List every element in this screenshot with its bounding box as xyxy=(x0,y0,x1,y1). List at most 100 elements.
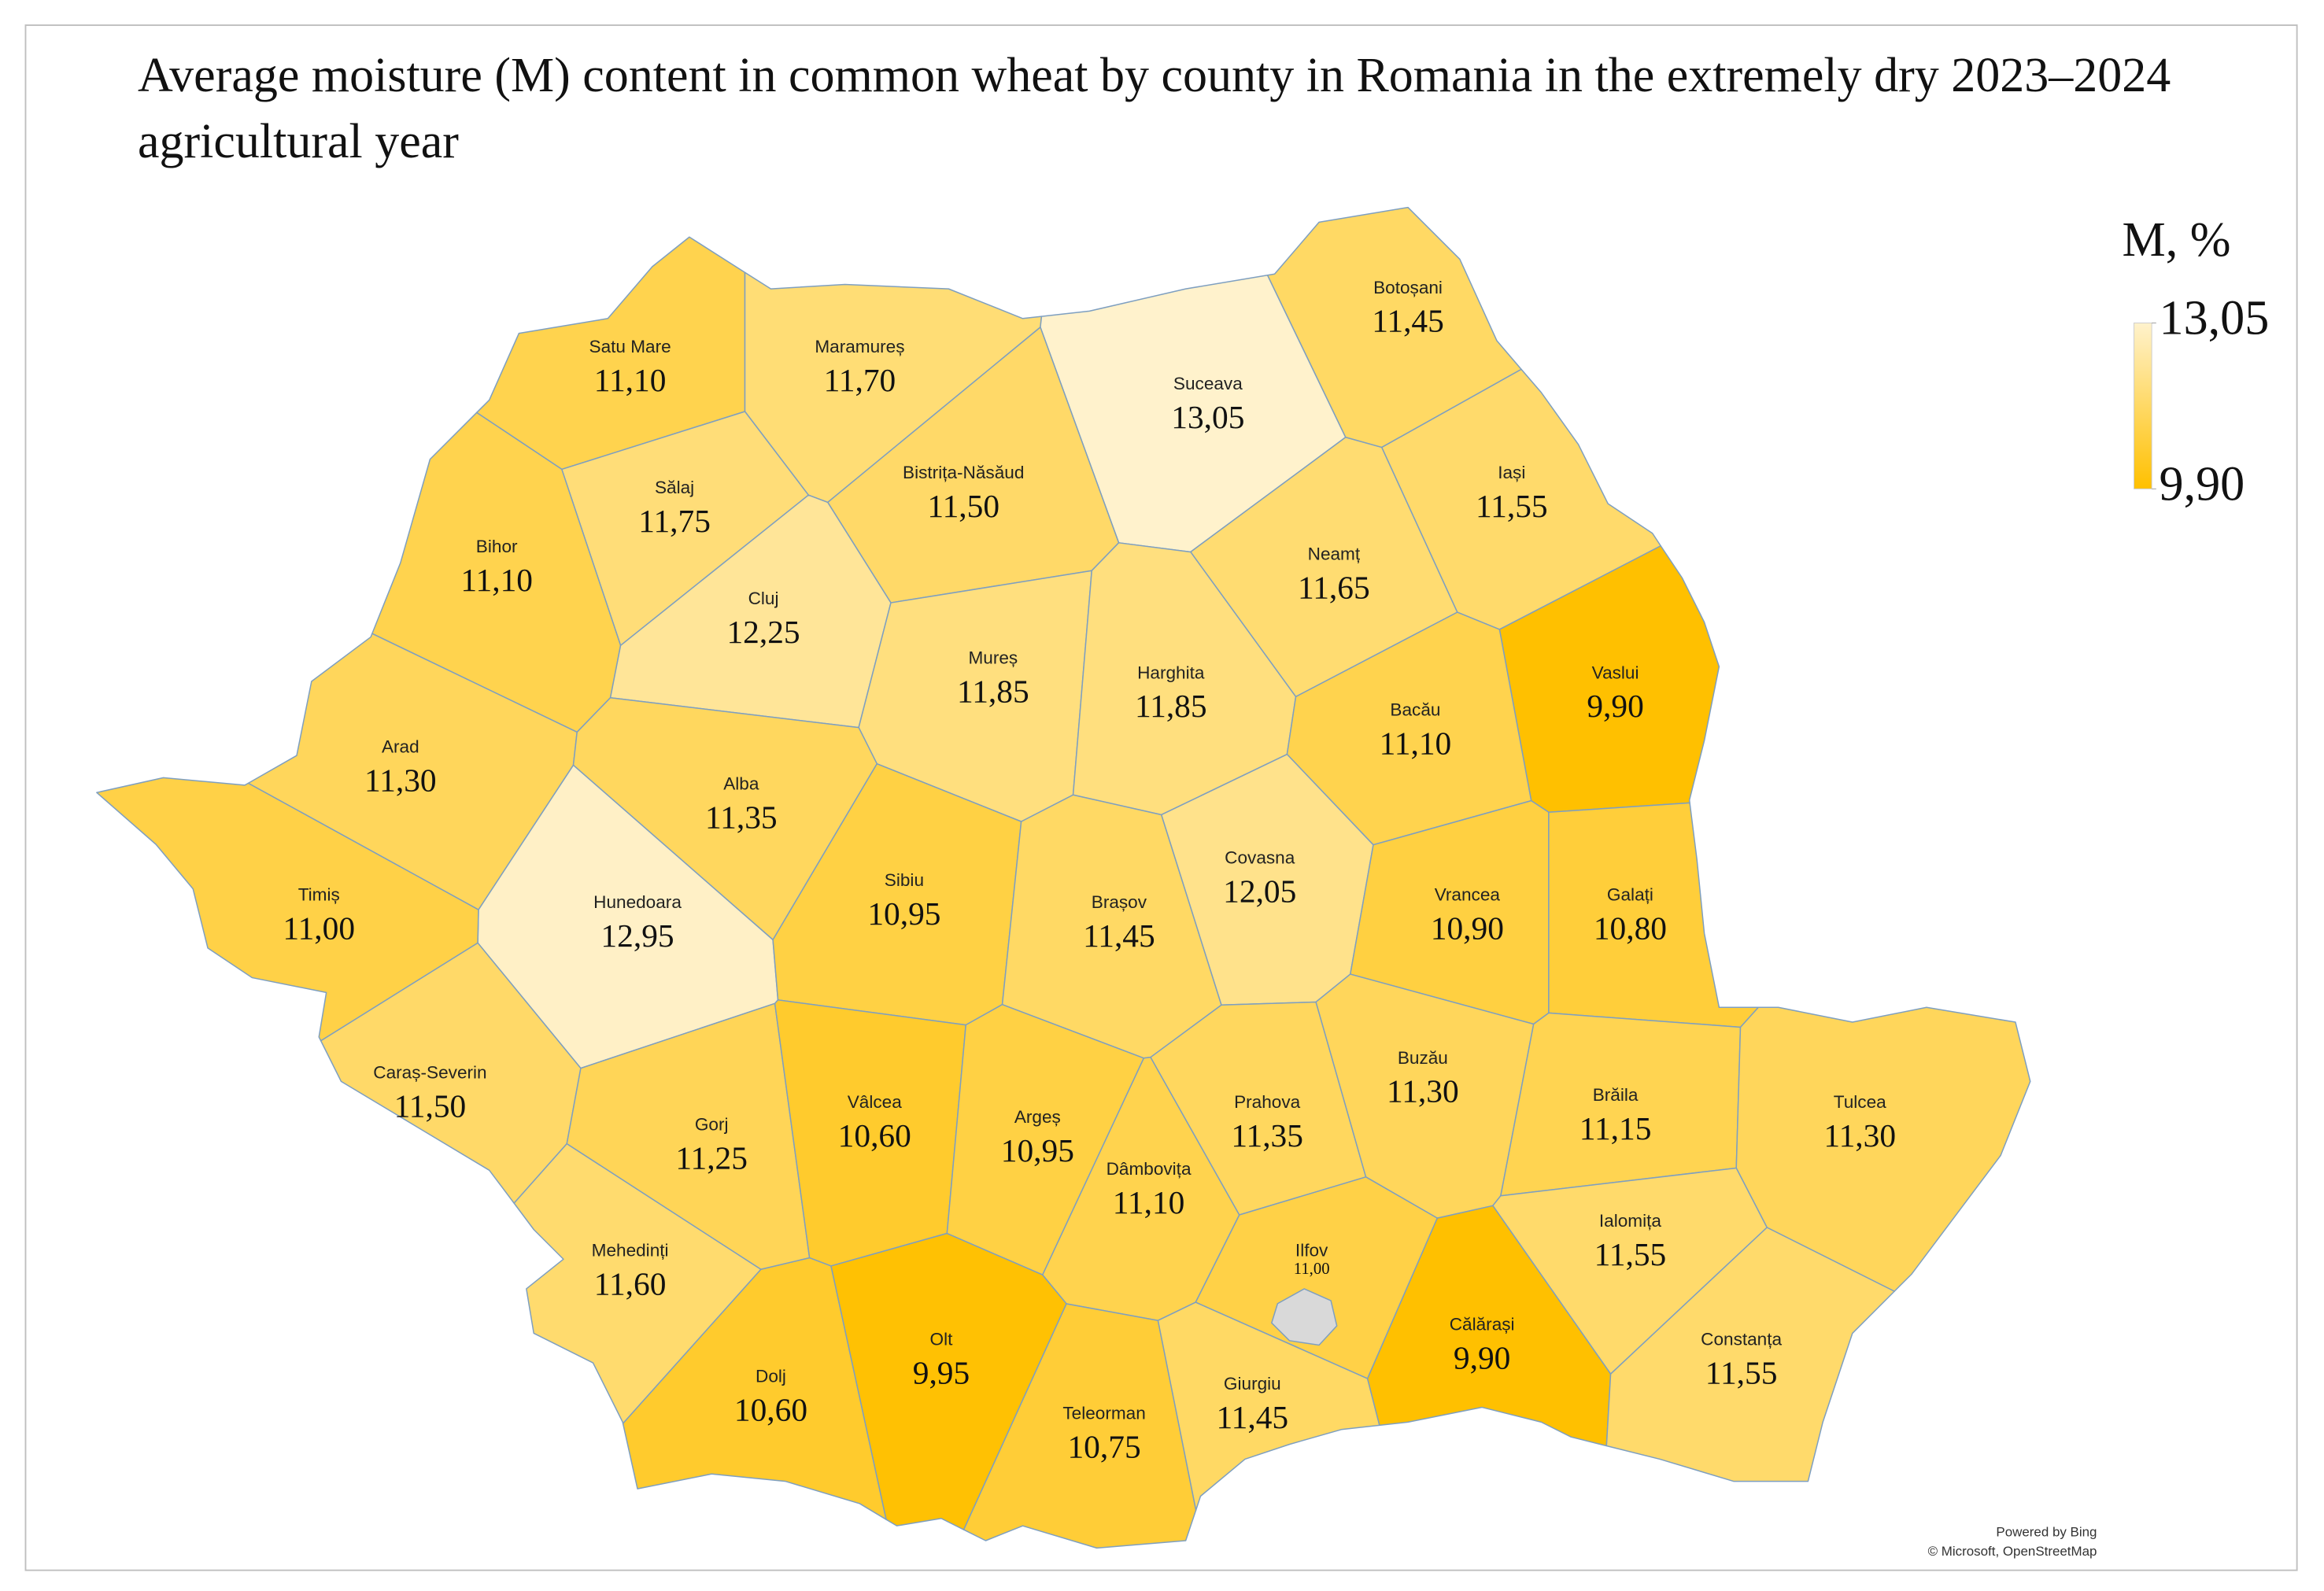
value-label: 11,55 xyxy=(1476,488,1548,524)
value-label: 11,50 xyxy=(927,488,999,524)
county-name: Hunedoara xyxy=(593,892,682,912)
value-label: 9,90 xyxy=(1454,1340,1510,1376)
value-label: 13,05 xyxy=(1171,399,1244,435)
county xyxy=(962,1303,1197,1549)
legend-title: M, % xyxy=(2122,213,2230,267)
county-name: Brăila xyxy=(1593,1085,1639,1105)
county-name: Ilfov xyxy=(1295,1241,1328,1261)
value-label: 11,00 xyxy=(283,910,355,947)
value-label: 12,95 xyxy=(600,917,674,954)
county-name: Dolj xyxy=(756,1367,786,1386)
value-label: 11,30 xyxy=(1387,1073,1459,1109)
value-label: 10,60 xyxy=(838,1117,911,1154)
county-name: Sălaj xyxy=(655,478,694,497)
county-name: Buzău xyxy=(1398,1048,1448,1068)
value-label: 9,90 xyxy=(1587,688,1643,724)
county xyxy=(1366,1205,1612,1447)
county-name: Vaslui xyxy=(1592,663,1639,682)
county xyxy=(513,1142,762,1424)
county-name: Arad xyxy=(382,736,419,756)
value-label: 11,70 xyxy=(824,362,896,398)
county-name: Vâlcea xyxy=(848,1092,902,1112)
value-label: 11,60 xyxy=(594,1265,667,1301)
county-name: Bihor xyxy=(476,537,518,556)
value-label: 11,10 xyxy=(1113,1184,1185,1220)
value-label: 11,35 xyxy=(1231,1117,1303,1154)
county-name: Ialomița xyxy=(1599,1211,1661,1231)
value-label: 11,25 xyxy=(675,1139,748,1176)
county-name: Gorj xyxy=(695,1114,729,1134)
value-label: 11,50 xyxy=(394,1088,467,1124)
attribution: © Microsoft, OpenStreetMap xyxy=(1928,1544,2097,1559)
county-name: Bistrița-Năsăud xyxy=(903,463,1024,482)
chart-title: Average moisture (M) content in common w… xyxy=(138,49,2171,168)
county-name: Brașov xyxy=(1092,892,1147,912)
county-name: Dâmbovița xyxy=(1107,1159,1192,1179)
county-name: Mureș xyxy=(969,648,1018,667)
value-label: 11,85 xyxy=(957,673,1029,709)
county xyxy=(96,777,479,1042)
county-name: Prahova xyxy=(1234,1092,1301,1112)
value-label: 11,35 xyxy=(705,799,778,835)
county xyxy=(622,1257,887,1520)
labels: Satu Mare 11,10 Maramureș 11,70 Botoșani 11,4… xyxy=(283,278,1896,1465)
legend-min-label: 9,90 xyxy=(2160,458,2245,511)
value-label: 12,25 xyxy=(726,614,800,650)
county-name: Timiș xyxy=(298,885,340,905)
county-name: Iași xyxy=(1498,463,1525,482)
value-label: 11,10 xyxy=(594,362,667,398)
value-label: 9,95 xyxy=(913,1354,970,1390)
value-label: 11,55 xyxy=(1705,1354,1778,1390)
legend-max-label: 13,05 xyxy=(2160,292,2270,345)
county-name: Vrancea xyxy=(1435,885,1501,905)
value-label: 11,75 xyxy=(638,503,711,539)
county-name: Bacău xyxy=(1390,700,1440,719)
value-label: 11,55 xyxy=(1594,1236,1667,1272)
county-name: Tulcea xyxy=(1834,1092,1886,1112)
county-name: Sibiu xyxy=(885,870,924,890)
county-name: Harghita xyxy=(1137,663,1205,682)
county-name: Maramureș xyxy=(815,337,904,356)
county-name: Suceava xyxy=(1173,374,1243,393)
bucharest xyxy=(1270,1288,1338,1346)
county-name: Botoșani xyxy=(1373,278,1443,297)
county-name: Caraș-Severin xyxy=(373,1063,486,1083)
value-label: 10,95 xyxy=(867,895,940,932)
value-label: 11,85 xyxy=(1135,688,1207,724)
county-name: Neamț xyxy=(1308,544,1361,564)
county-name: Cluj xyxy=(748,589,779,608)
counties xyxy=(96,206,2031,1549)
county-name: Teleorman xyxy=(1062,1404,1145,1423)
value-label: 12,05 xyxy=(1223,873,1296,910)
value-label: 11,00 xyxy=(1294,1261,1330,1278)
county-name: Galați xyxy=(1607,885,1653,905)
value-label: 10,95 xyxy=(1001,1132,1074,1168)
value-label: 11,10 xyxy=(460,562,533,598)
county-name: Olt xyxy=(930,1329,954,1349)
county-name: Constanța xyxy=(1701,1329,1782,1349)
county-name: Covasna xyxy=(1225,848,1295,868)
county xyxy=(1605,1227,1895,1482)
value-label: 11,30 xyxy=(1823,1117,1896,1154)
value-label: 11,45 xyxy=(1083,917,1155,954)
frame xyxy=(24,24,2298,1571)
value-label: 10,80 xyxy=(1594,910,1667,947)
county-name: Giurgiu xyxy=(1224,1374,1281,1394)
value-label: 11,10 xyxy=(1380,725,1452,761)
legend-gradient xyxy=(2134,322,2152,489)
county-name: Alba xyxy=(723,773,759,793)
value-label: 11,15 xyxy=(1580,1110,1652,1146)
value-label: 11,65 xyxy=(1298,570,1370,606)
county-name: Mehedinți xyxy=(592,1241,669,1261)
county-name: Argeș xyxy=(1014,1107,1061,1127)
value-label: 10,60 xyxy=(734,1391,807,1427)
value-label: 10,90 xyxy=(1431,910,1504,947)
attribution: Powered by Bing xyxy=(1996,1524,2097,1539)
county xyxy=(1157,1301,1380,1511)
county-name: Satu Mare xyxy=(589,337,671,356)
value-label: 11,45 xyxy=(1372,303,1444,339)
value-label: 11,30 xyxy=(364,762,437,798)
value-label: 11,45 xyxy=(1217,1399,1289,1435)
